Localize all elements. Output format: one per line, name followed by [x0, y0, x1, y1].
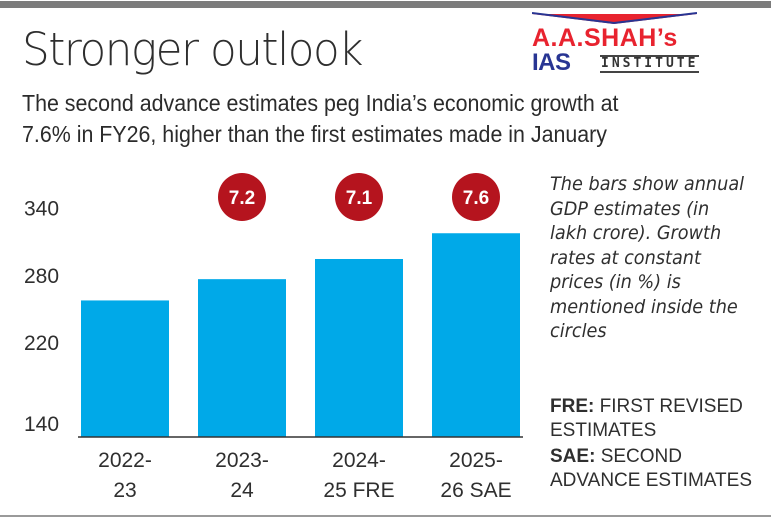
x-tick-label: 2023-: [215, 449, 269, 472]
legend-text: FIRST REVISED ESTIMATES: [550, 396, 743, 441]
legend-abbr: FRE:: [550, 396, 595, 417]
growth-badge: [218, 173, 266, 221]
bottom-rule: [0, 515, 771, 517]
y-tick-label: 280: [24, 265, 59, 288]
growth-badge: [452, 173, 500, 221]
x-tick-label: 2024-: [332, 449, 386, 472]
x-tick-label: 24: [230, 479, 254, 502]
bars: [81, 233, 520, 437]
growth-badges: 7.2 7.1 7.6: [218, 173, 500, 221]
growth-badge-label: 7.2: [229, 188, 255, 209]
logo-chevron-icon: [532, 12, 697, 25]
y-tick-label: 340: [24, 198, 59, 221]
growth-badge-label: 7.6: [463, 188, 489, 209]
legend-text: SECOND ADVANCE ESTIMATES: [550, 446, 752, 491]
logo-ias: IAS: [532, 49, 571, 76]
x-tick-label: 2022-: [98, 449, 152, 472]
chart-title: Stronger outlook: [22, 23, 364, 76]
logo-name: A.A.SHAH’s: [532, 24, 678, 52]
y-axis: 140 220 280 340: [24, 198, 59, 436]
x-tick-label: 2025-: [449, 449, 503, 472]
x-tick-label: 26 SAE: [440, 479, 511, 502]
growth-badge: [335, 173, 383, 221]
y-tick-label: 220: [24, 332, 59, 355]
y-tick-label: 140: [24, 413, 59, 436]
chart-note: The bars show annual GDP estimates (in l…: [550, 173, 745, 342]
subtitle-line-2: 7.6% in FY26, higher than the first esti…: [22, 121, 607, 147]
x-tick-label: 23: [113, 479, 136, 502]
bar: [81, 300, 169, 437]
x-tick-label: 25 FRE: [323, 479, 394, 502]
bar: [432, 233, 520, 437]
legend-item-sae: SAE: SECOND ADVANCE ESTIMATES: [550, 445, 770, 493]
subtitle-line-1: The second advance estimates peg India’s…: [22, 90, 619, 116]
legend-abbr: SAE:: [550, 446, 596, 467]
logo-institute: INSTITUTE: [600, 55, 700, 73]
top-rule: [0, 1, 771, 8]
institute-logo: A.A.SHAH’s IAS INSTITUTE: [532, 10, 700, 76]
bar-chart: 140 220 280 340 7.2 7.1 7.6 2022- 23 2023- 24 202…: [0, 160, 540, 510]
bar: [315, 259, 403, 437]
chart-subtitle: The second advance estimates peg India’s…: [22, 88, 710, 150]
bar: [198, 279, 286, 437]
abbreviation-legend: FRE: FIRST REVISED ESTIMATES SAE: SECOND…: [550, 395, 770, 495]
x-axis: 2022- 23 2023- 24 2024- 25 FRE 2025- 26 SAE: [98, 449, 511, 502]
growth-badge-label: 7.1: [346, 188, 373, 209]
legend-item-fre: FRE: FIRST REVISED ESTIMATES: [550, 395, 770, 443]
